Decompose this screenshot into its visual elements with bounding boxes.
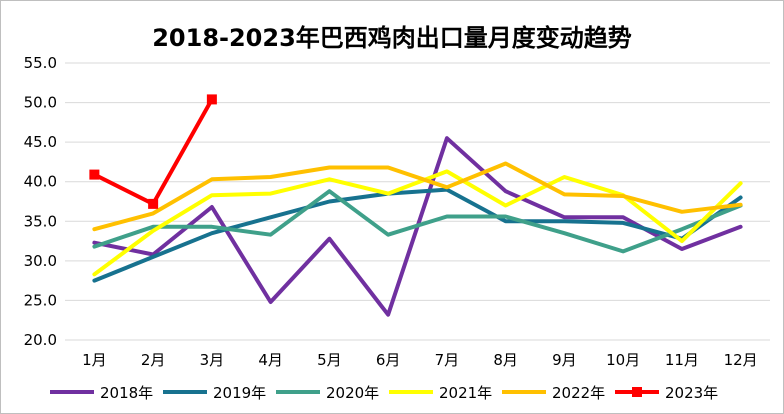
- y-tick-label: 20.0: [24, 331, 57, 349]
- x-tick-label: 6月: [376, 351, 401, 369]
- x-tick-label: 5月: [317, 351, 342, 369]
- x-tick-label: 1月: [82, 351, 107, 369]
- x-tick-label: 12月: [724, 351, 758, 369]
- data-point-marker: [89, 169, 100, 180]
- y-tick-label: 25.0: [24, 291, 57, 309]
- y-tick-label: 40.0: [24, 173, 57, 191]
- data-point-marker: [148, 198, 159, 209]
- series-line-2019年: [92, 187, 743, 283]
- legend-label: 2020年: [326, 384, 379, 402]
- series-line-2021年: [92, 169, 743, 277]
- series-line-2022年: [92, 161, 743, 232]
- x-tick-label: 11月: [665, 351, 699, 369]
- x-tick-label: 9月: [552, 351, 577, 369]
- x-tick-label: 7月: [435, 351, 460, 369]
- legend-label: 2022年: [552, 384, 605, 402]
- legend-label: 2019年: [213, 384, 266, 402]
- data-point-marker: [206, 94, 217, 105]
- y-tick-label: 45.0: [24, 133, 57, 151]
- x-tick-label: 4月: [258, 351, 283, 369]
- x-tick-label: 8月: [493, 351, 518, 369]
- y-tick-label: 30.0: [24, 252, 57, 270]
- legend-marker: [632, 387, 642, 397]
- y-tick-label: 55.0: [24, 54, 57, 72]
- legend-label: 2018年: [100, 384, 153, 402]
- series-line-2020年: [92, 189, 743, 254]
- x-tick-label: 2月: [141, 351, 166, 369]
- y-tick-label: 35.0: [24, 212, 57, 230]
- y-tick-label: 50.0: [24, 94, 57, 112]
- x-tick-label: 3月: [200, 351, 225, 369]
- chart-title: 2018-2023年巴西鸡肉出口量月度变动趋势: [152, 24, 632, 52]
- legend-label: 2021年: [439, 384, 492, 402]
- x-tick-label: 10月: [606, 351, 640, 369]
- legend-label: 2023年: [665, 384, 718, 402]
